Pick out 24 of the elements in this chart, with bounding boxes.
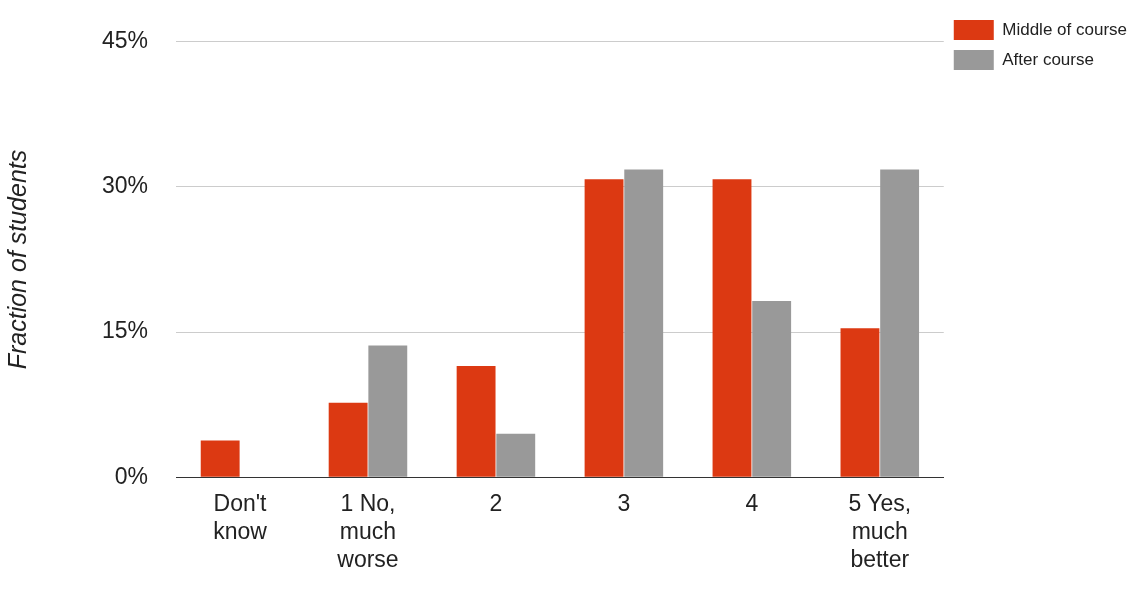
y-tick-label: 45% <box>101 27 149 54</box>
bar <box>752 301 792 477</box>
y-axis-title: Fraction of students <box>2 149 31 370</box>
x-tick-label: 2 <box>489 490 503 517</box>
y-tick-label: 15% <box>101 317 149 344</box>
bar <box>584 179 624 477</box>
bar <box>712 179 752 477</box>
legend-label: After course <box>1002 49 1094 69</box>
bar <box>840 328 880 477</box>
bar <box>496 433 536 477</box>
x-tick-label: Don't know <box>213 490 268 544</box>
bar <box>368 345 408 477</box>
y-tick-label: 30% <box>101 172 149 199</box>
bar <box>456 365 496 477</box>
y-tick-label: 0% <box>114 462 149 489</box>
bar <box>200 440 240 477</box>
x-tick-label: 1 No, much worse <box>336 490 399 572</box>
legend-label: Middle of course <box>1002 19 1128 39</box>
x-tick-label: 3 <box>617 490 631 517</box>
bar <box>624 169 664 477</box>
bar <box>880 169 920 477</box>
x-tick-label: 5 Yes, much better <box>848 490 912 572</box>
x-tick-label: 4 <box>745 490 759 517</box>
bar <box>328 402 368 477</box>
